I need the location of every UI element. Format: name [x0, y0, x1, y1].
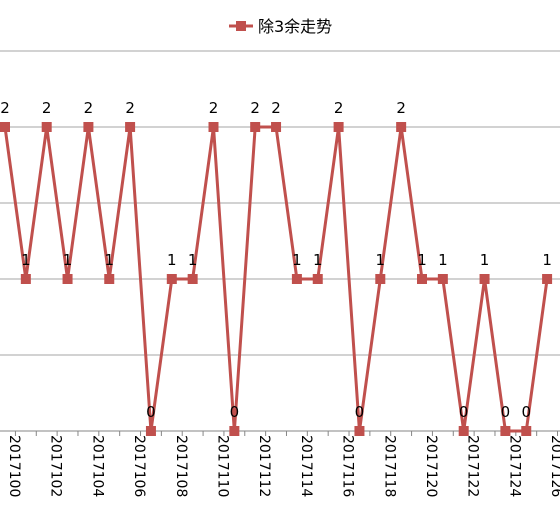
- data-label: 1: [292, 251, 302, 269]
- x-tick-label: 2017116: [340, 435, 356, 497]
- x-tick-label: 2017122: [465, 435, 481, 497]
- data-point-marker: [145, 426, 156, 436]
- data-label: 2: [271, 99, 281, 117]
- data-point-marker: [291, 274, 302, 284]
- x-tick-label: 2017106: [131, 435, 147, 497]
- data-label: 0: [146, 403, 156, 421]
- data-point-marker: [521, 426, 532, 436]
- data-point-marker: [479, 274, 490, 284]
- data-point-marker: [41, 122, 52, 132]
- data-point-marker: [312, 274, 323, 284]
- data-point-marker: [458, 426, 469, 436]
- data-point-marker: [271, 122, 282, 132]
- data-label: 0: [521, 403, 531, 421]
- data-point-marker: [229, 426, 240, 436]
- data-label: 1: [542, 251, 552, 269]
- x-tick-label: 2017110: [215, 435, 231, 497]
- data-point-marker: [396, 122, 407, 132]
- x-tick-label: 2017108: [173, 435, 189, 497]
- x-tick-label: 2017112: [256, 435, 272, 497]
- legend: 除3余走势: [229, 17, 332, 36]
- data-label: 1: [63, 251, 73, 269]
- data-label: 2: [334, 99, 344, 117]
- data-label: 0: [230, 403, 240, 421]
- series-line-group: [0, 122, 553, 436]
- data-label: 1: [376, 251, 386, 269]
- data-point-marker: [250, 122, 261, 132]
- data-label: 1: [313, 251, 323, 269]
- data-point-marker: [500, 426, 511, 436]
- data-label: 2: [209, 99, 219, 117]
- data-point-marker: [208, 122, 219, 132]
- data-label: 2: [0, 99, 10, 117]
- data-label: 2: [396, 99, 406, 117]
- x-tick-label: 2017118: [381, 435, 397, 497]
- legend-square-marker: [236, 21, 246, 31]
- data-point-marker: [187, 274, 198, 284]
- data-label: 1: [104, 251, 114, 269]
- data-point-marker: [166, 274, 177, 284]
- data-label: 0: [459, 403, 469, 421]
- x-tick-label: 2017114: [298, 435, 314, 497]
- x-tick-label: 2017124: [506, 435, 522, 497]
- data-point-marker: [62, 274, 73, 284]
- data-point-marker: [20, 274, 31, 284]
- x-tick-label: 2017126: [548, 435, 560, 497]
- data-point-marker: [0, 122, 10, 132]
- data-label: 1: [480, 251, 490, 269]
- data-label: 1: [188, 251, 198, 269]
- data-label: 2: [42, 99, 52, 117]
- gridlines: [0, 50, 560, 356]
- data-point-marker: [333, 122, 344, 132]
- data-point-marker: [125, 122, 136, 132]
- data-label: 2: [250, 99, 260, 117]
- x-tick-label: 2017102: [48, 435, 64, 497]
- legend-label: 除3余走势: [258, 17, 332, 36]
- x-tick-label: 2017120: [423, 435, 439, 497]
- x-tick-label: 2017104: [89, 435, 105, 497]
- data-point-marker: [83, 122, 94, 132]
- data-label: 2: [84, 99, 94, 117]
- data-label: 0: [501, 403, 511, 421]
- data-point-marker: [104, 274, 115, 284]
- x-tick-label: 2017100: [6, 435, 22, 497]
- data-point-marker: [354, 426, 365, 436]
- x-tick-labels: 2017100 2017102 2017104 2017106 2017108 20171…: [6, 435, 560, 497]
- data-point-marker: [417, 274, 427, 284]
- data-point-marker: [437, 274, 448, 284]
- data-label: 1: [167, 251, 177, 269]
- data-label: 1: [417, 251, 427, 269]
- data-label: 1: [438, 251, 448, 269]
- data-label: 2: [125, 99, 135, 117]
- data-label: 1: [21, 251, 31, 269]
- data-point-marker: [375, 274, 386, 284]
- data-point-marker: [542, 274, 553, 284]
- data-label: 0: [355, 403, 365, 421]
